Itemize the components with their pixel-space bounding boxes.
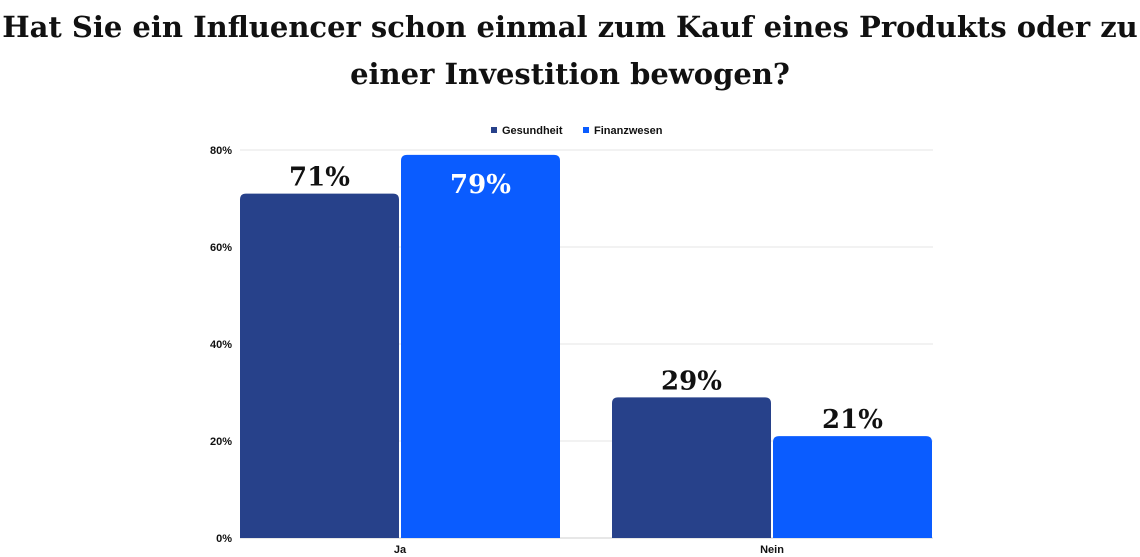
bars <box>240 154 932 538</box>
x-axis-ticks: Ja Nein <box>394 544 784 556</box>
legend: Gesundheit Finanzwesen <box>491 125 663 137</box>
bar-gesundheit-ja <box>240 193 399 538</box>
x-tick-label: Nein <box>760 544 784 556</box>
bar-finanzwesen-nein <box>773 436 932 538</box>
y-tick-label: 0% <box>216 533 232 545</box>
x-tick-label: Ja <box>394 544 407 556</box>
legend-swatch <box>491 127 497 133</box>
y-tick-label: 60% <box>210 242 232 254</box>
y-tick-label: 80% <box>210 145 232 157</box>
chart-title: Hat Sie ein Influencer schon einmal zum … <box>2 10 1138 91</box>
bar-gesundheit-nein <box>612 397 771 538</box>
data-label: 79% <box>450 170 511 200</box>
data-label: 21% <box>822 405 883 435</box>
legend-swatch <box>583 127 589 133</box>
data-label: 29% <box>661 366 722 396</box>
data-labels: 71% 29% 79% 21% <box>289 163 883 436</box>
bar-finanzwesen-ja <box>401 154 560 538</box>
legend-label: Gesundheit <box>502 125 563 137</box>
y-tick-label: 40% <box>210 339 232 351</box>
y-tick-label: 20% <box>210 436 232 448</box>
y-axis-ticks: 0% 20% 40% 60% 80% <box>210 145 232 545</box>
data-label: 71% <box>289 163 350 193</box>
legend-label: Finanzwesen <box>594 125 663 137</box>
